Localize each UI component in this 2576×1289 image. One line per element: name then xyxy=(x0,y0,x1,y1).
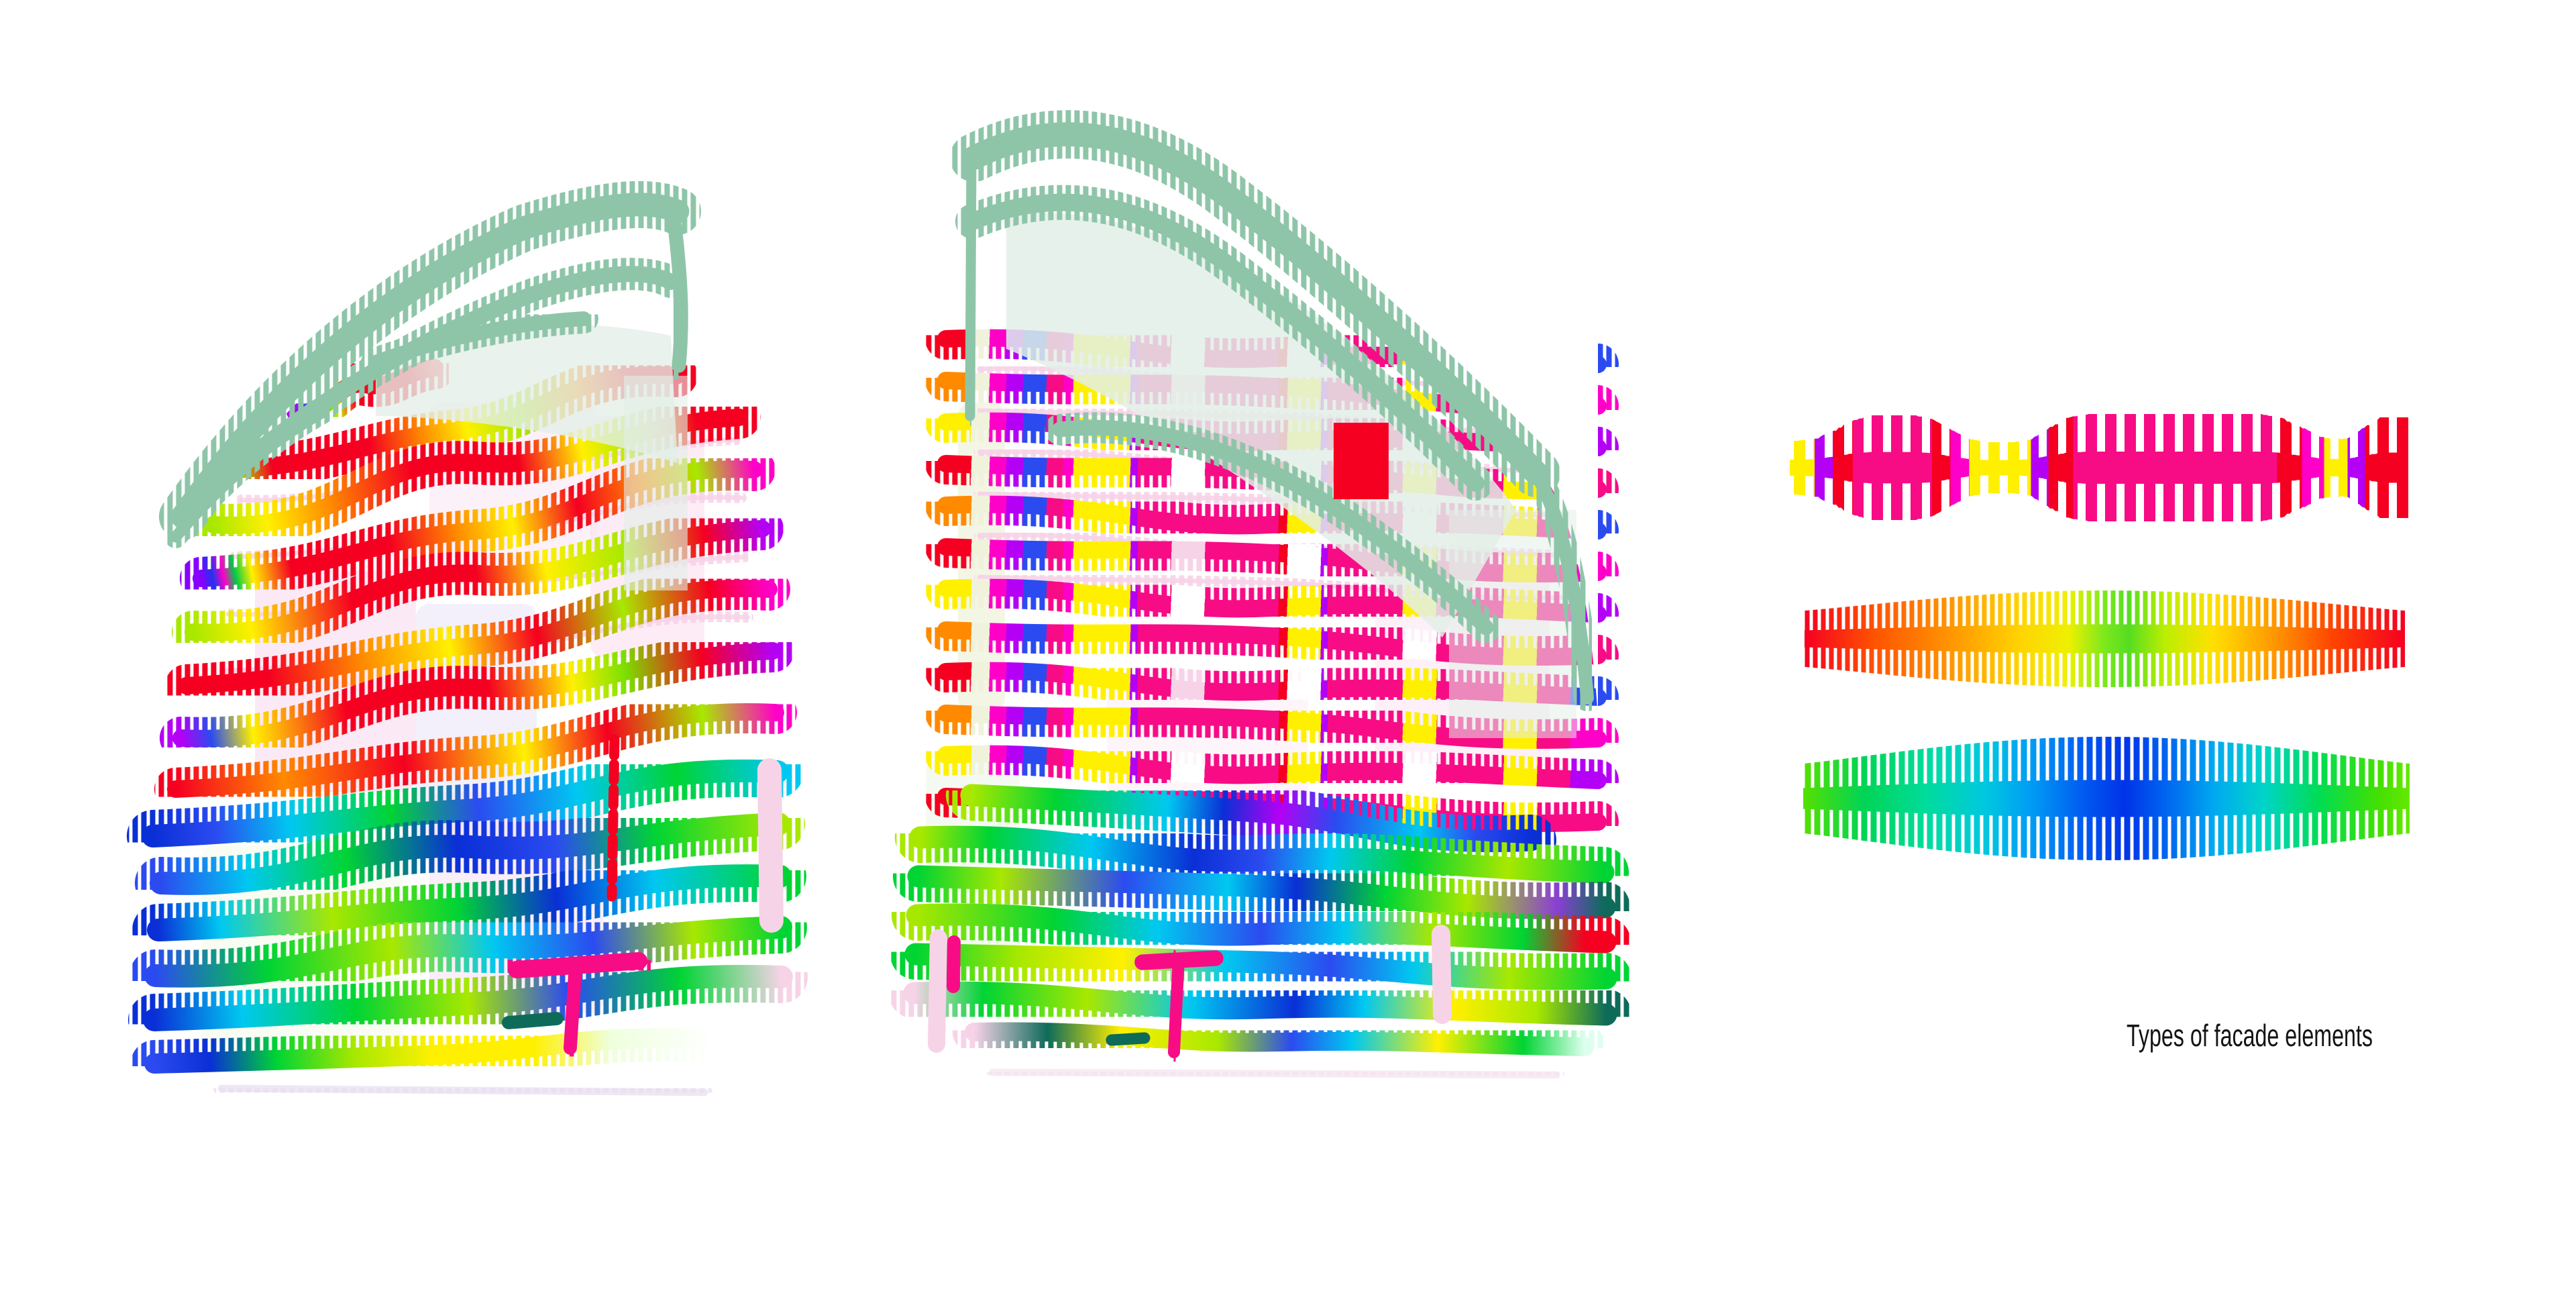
left-building xyxy=(127,87,808,1087)
facade-accents xyxy=(213,734,1564,1100)
legend-band-1 xyxy=(1790,414,2408,521)
legend-swatches xyxy=(1790,414,2410,860)
legend-caption: Types of facade elements xyxy=(2127,1018,2373,1053)
legend-band-2 xyxy=(1805,590,2405,687)
legend-band-3 xyxy=(1803,737,2410,860)
right-building xyxy=(889,81,1631,1068)
red-facade-block xyxy=(1334,423,1389,499)
